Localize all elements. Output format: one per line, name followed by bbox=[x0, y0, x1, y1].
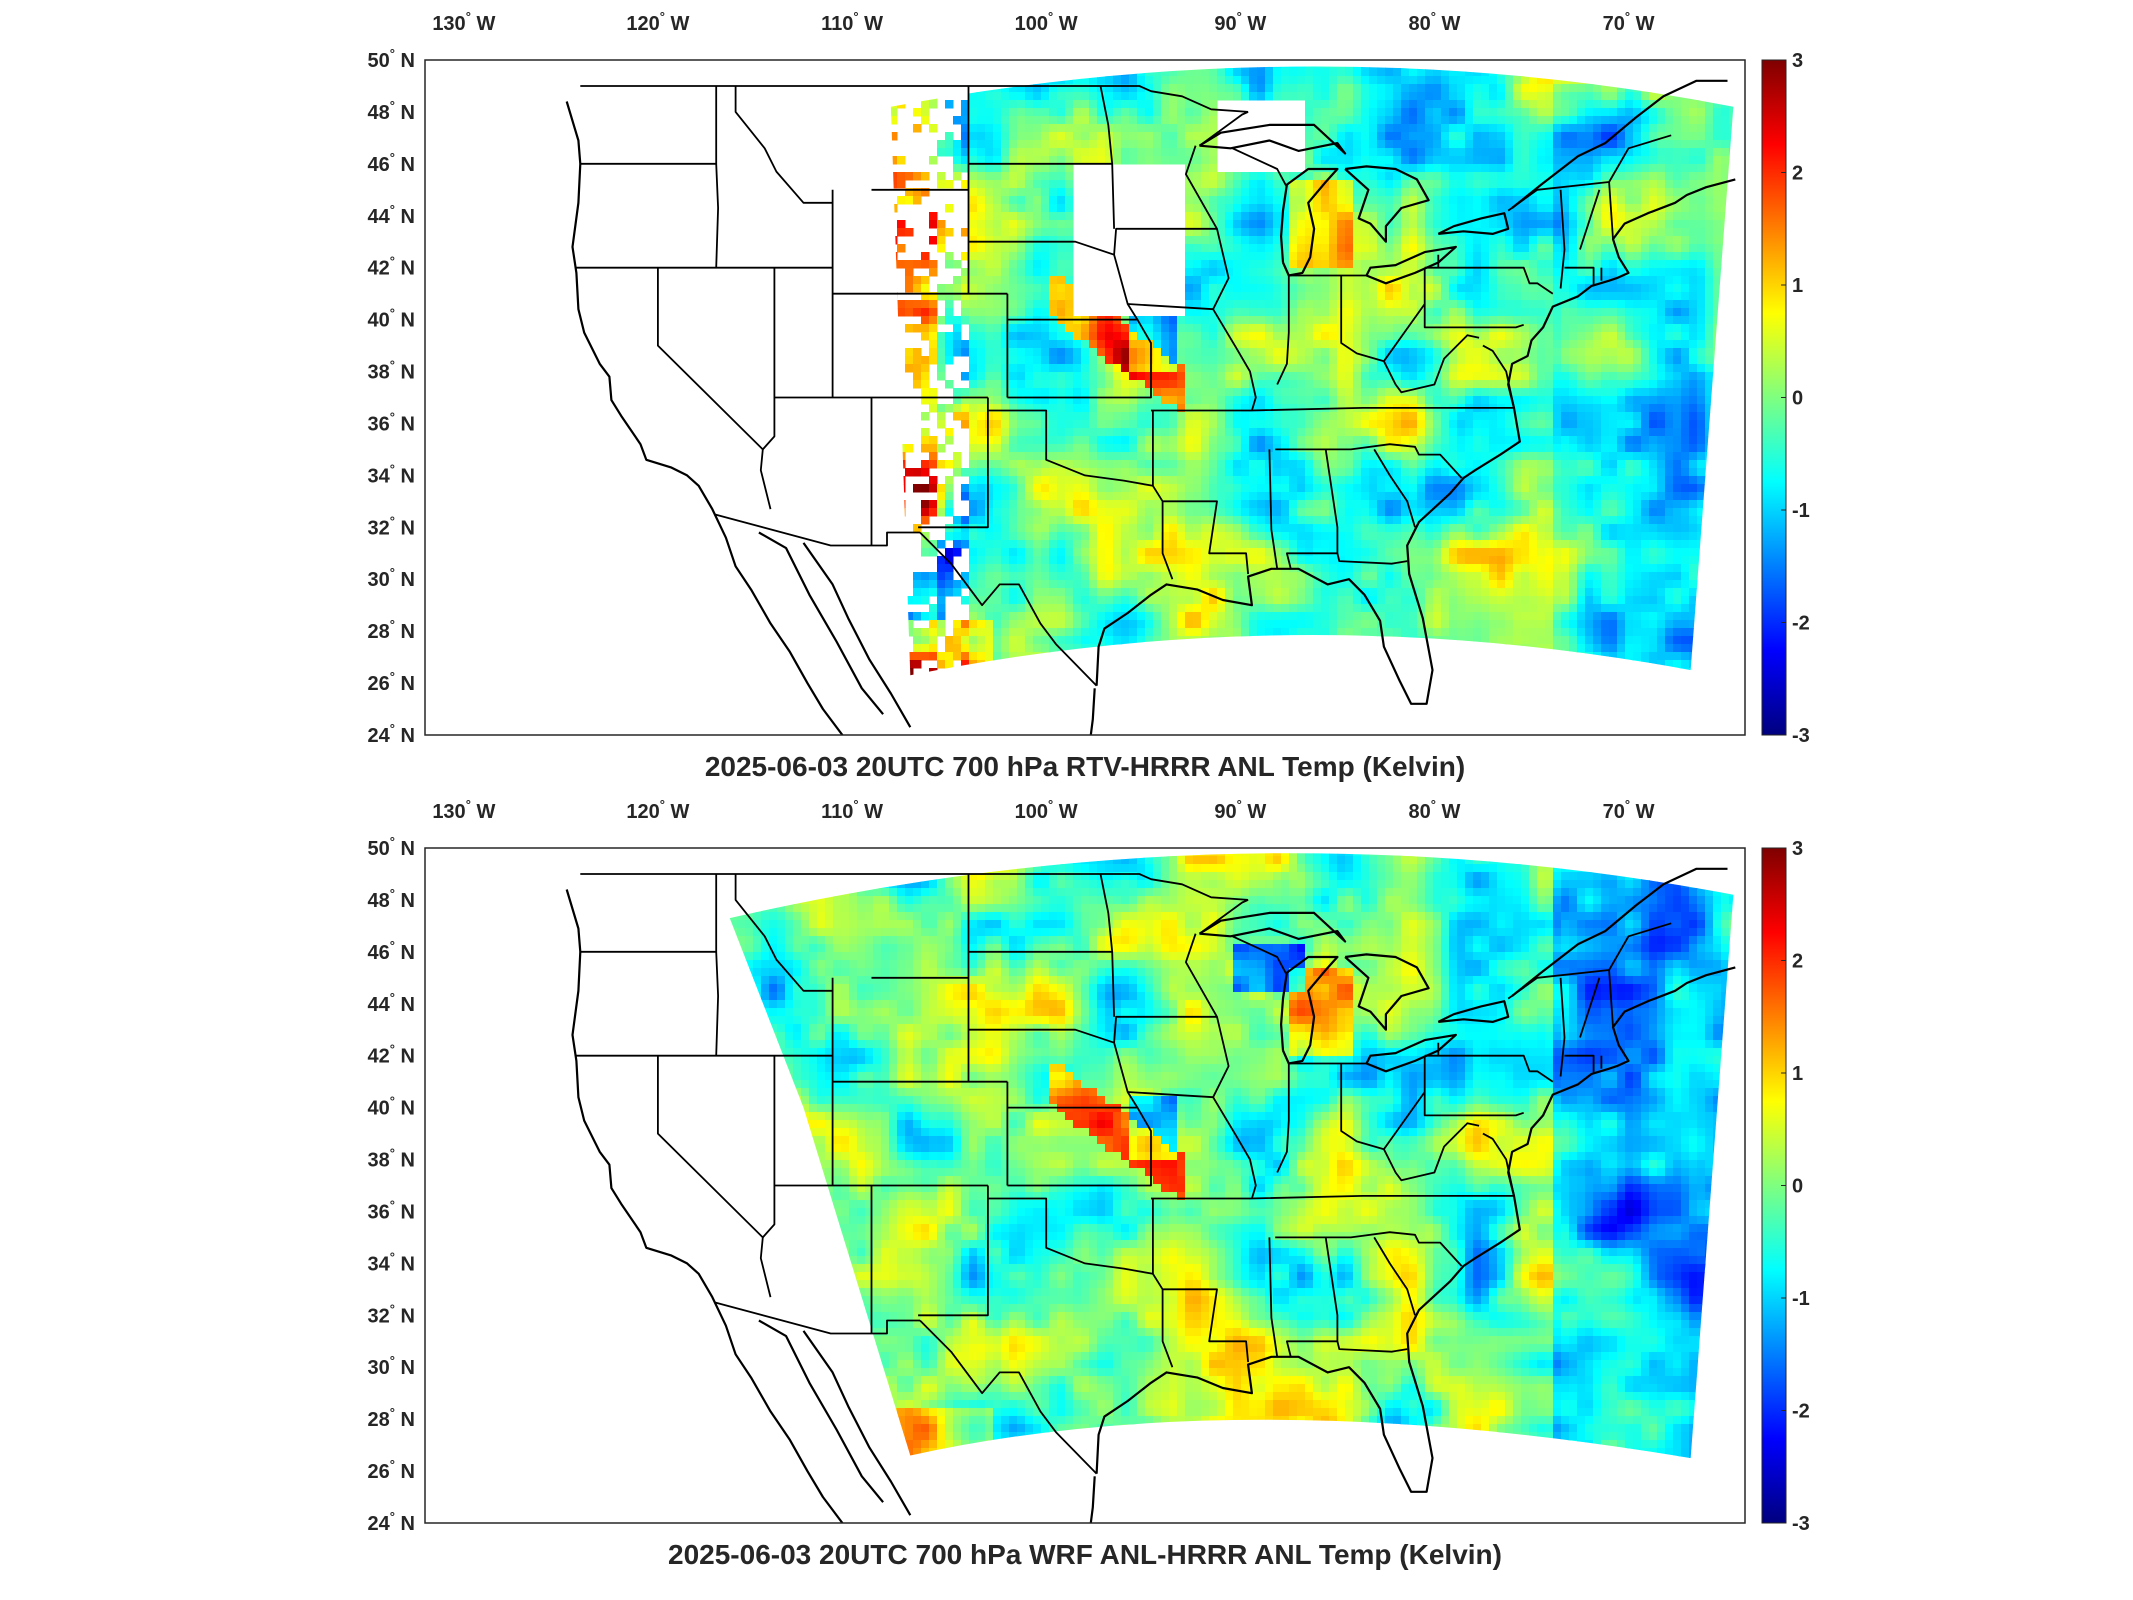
colorbar-tick-label: -1 bbox=[1792, 1288, 1810, 1310]
latitude-tick-label: 26° N bbox=[368, 1457, 415, 1483]
panel-title: 2025-06-03 20UTC 700 hPa WRF ANL-HRRR AN… bbox=[668, 1539, 1502, 1570]
latitude-tick-label: 38° N bbox=[368, 1146, 415, 1172]
latitude-tick-label: 26° N bbox=[368, 669, 415, 695]
longitude-tick-label: 100° W bbox=[1015, 9, 1078, 35]
colorbar-tick-label: 3 bbox=[1792, 838, 1803, 860]
longitude-tick-label: 100° W bbox=[1015, 797, 1078, 823]
latitude-tick-label: 36° N bbox=[368, 1197, 415, 1223]
boundaries-coastlines bbox=[565, 867, 1736, 1523]
latitude-tick-label: 32° N bbox=[368, 1301, 415, 1327]
colorbar-tick-label: 2 bbox=[1792, 163, 1803, 185]
latitude-tick-label: 42° N bbox=[368, 254, 415, 280]
latitude-tick-label: 24° N bbox=[368, 721, 415, 747]
longitude-tick-label: 120° W bbox=[626, 797, 689, 823]
latitude-tick-label: 28° N bbox=[368, 1405, 415, 1431]
latitude-tick-label: 40° N bbox=[368, 306, 415, 332]
latitude-tick-label: 34° N bbox=[368, 1249, 415, 1275]
colorbar-tick-label: -1 bbox=[1792, 500, 1810, 522]
longitude-tick-label: 120° W bbox=[626, 9, 689, 35]
latitude-tick-label: 36° N bbox=[368, 409, 415, 435]
longitude-tick-label: 110° W bbox=[821, 9, 883, 35]
colorbar-tick-label: 2 bbox=[1792, 951, 1803, 973]
panel-title: 2025-06-03 20UTC 700 hPa RTV-HRRR ANL Te… bbox=[705, 751, 1465, 782]
colorbar-tick-label: -3 bbox=[1792, 1513, 1810, 1535]
latitude-tick-label: 32° N bbox=[368, 513, 415, 539]
longitude-tick-label: 70° W bbox=[1603, 9, 1655, 35]
latitude-tick-label: 38° N bbox=[368, 358, 415, 384]
colorbar-tick-label: -2 bbox=[1792, 1401, 1810, 1423]
map-frame bbox=[424, 59, 1746, 736]
latitude-tick-label: 42° N bbox=[368, 1042, 415, 1068]
map-panel-rtv: 130° W 120° W 110° W 100° W 90° W 80° W 70° W 5… bbox=[368, 9, 1810, 782]
latitude-tick-label: 30° N bbox=[368, 565, 415, 591]
temperature-difference-field bbox=[729, 853, 1734, 1459]
map-figure: 130° W 120° W 110° W 100° W 90° W 80° W 70° W 5… bbox=[368, 797, 1810, 1570]
latitude-tick-label: 46° N bbox=[368, 150, 415, 176]
colorbar-tick-label: 1 bbox=[1792, 1063, 1803, 1085]
colorbar-tick-label: 1 bbox=[1792, 275, 1803, 297]
latitude-tick-label: 24° N bbox=[368, 1509, 415, 1535]
temperature-difference-field bbox=[890, 66, 1734, 676]
map-frame bbox=[424, 847, 1746, 1524]
map-figure: 130° W 120° W 110° W 100° W 90° W 80° W 70° W 5… bbox=[368, 9, 1810, 782]
longitude-tick-label: 130° W bbox=[432, 9, 495, 35]
map-panel-wrf: 130° W 120° W 110° W 100° W 90° W 80° W 70° W 5… bbox=[0, 788, 2133, 1588]
latitude-tick-label: 46° N bbox=[368, 938, 415, 964]
longitude-tick-label: 90° W bbox=[1214, 797, 1266, 823]
colorbar-tick-label: -2 bbox=[1792, 613, 1810, 635]
boundaries-coastlines bbox=[565, 79, 1736, 735]
latitude-tick-label: 40° N bbox=[368, 1094, 415, 1120]
latitude-tick-label: 44° N bbox=[368, 990, 415, 1016]
colorbar-tick-label: 0 bbox=[1792, 1176, 1803, 1198]
colorbar-tick-label: 3 bbox=[1792, 50, 1803, 72]
colorbar-tick-label: 0 bbox=[1792, 388, 1803, 410]
latitude-tick-label: 34° N bbox=[368, 461, 415, 487]
longitude-tick-label: 80° W bbox=[1408, 797, 1460, 823]
latitude-tick-label: 50° N bbox=[368, 834, 415, 860]
latitude-tick-label: 28° N bbox=[368, 617, 415, 643]
latitude-tick-label: 50° N bbox=[368, 46, 415, 72]
longitude-tick-label: 110° W bbox=[821, 797, 883, 823]
latitude-tick-label: 44° N bbox=[368, 202, 415, 228]
latitude-tick-label: 30° N bbox=[368, 1353, 415, 1379]
latitude-tick-label: 48° N bbox=[368, 98, 415, 124]
latitude-tick-label: 48° N bbox=[368, 886, 415, 912]
colorbar-tick-label: -3 bbox=[1792, 725, 1810, 747]
longitude-tick-label: 80° W bbox=[1408, 9, 1460, 35]
longitude-tick-label: 130° W bbox=[432, 797, 495, 823]
longitude-tick-label: 70° W bbox=[1603, 797, 1655, 823]
longitude-tick-label: 90° W bbox=[1214, 9, 1266, 35]
